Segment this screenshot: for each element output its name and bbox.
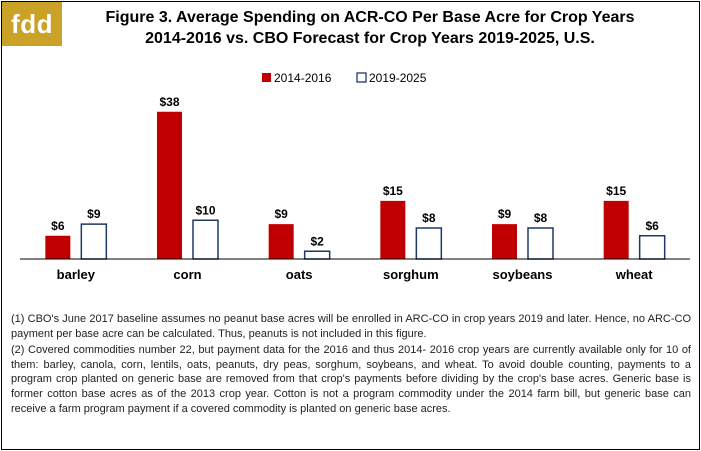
- bar-corn-2019-2025: [192, 219, 219, 260]
- data-label-sorghum-2014-2016: $15: [383, 184, 403, 198]
- legend-swatch-2014-2016: [262, 73, 271, 82]
- data-label-oats-2019-2025: $2: [310, 234, 324, 248]
- data-label-wheat-2014-2016: $15: [606, 184, 626, 198]
- bar-barley-2019-2025: [80, 223, 108, 260]
- bar-chart: 2014-2016 2019-2025 $6 $9 $38 $10 $9 $2 $15 $8 $9…: [20, 71, 690, 282]
- chart-title: Figure 3. Average Spending on ACR-CO Per…: [80, 7, 660, 49]
- bar-barley-2014-2016: [45, 235, 71, 259]
- bar-sorghum-2019-2025: [415, 227, 443, 260]
- data-label-barley-2014-2016: $6: [51, 219, 65, 233]
- data-label-wheat-2019-2025: $6: [645, 219, 659, 233]
- bar-wheat-2019-2025: [638, 235, 666, 260]
- chart-category-labels: barley corn oats sorghum soybeans wheat: [57, 267, 654, 282]
- chart-bars: [45, 111, 666, 260]
- fdd-logo: fdd: [2, 2, 62, 46]
- category-label-sorghum: sorghum: [383, 267, 439, 282]
- data-label-soybeans-2014-2016: $9: [498, 207, 512, 221]
- bar-oats-2014-2016: [268, 224, 294, 259]
- category-label-corn: corn: [173, 267, 201, 282]
- bar-wheat-2014-2016: [603, 200, 629, 259]
- bar-oats-2019-2025: [303, 250, 331, 260]
- footnote-1: (1) CBO's June 2017 baseline assumes no …: [11, 313, 691, 340]
- data-label-barley-2019-2025: $9: [87, 207, 101, 221]
- legend-swatch-2019-2025: [356, 72, 367, 83]
- data-label-sorghum-2019-2025: $8: [422, 211, 436, 225]
- category-label-oats: oats: [286, 267, 313, 282]
- legend-label-2019-2025: 2019-2025: [369, 71, 427, 85]
- chart-value-labels: $6 $9 $38 $10 $9 $2 $15 $8 $9 $8 $15 $6: [51, 95, 659, 249]
- bar-corn-2014-2016: [157, 111, 182, 259]
- bar-soybeans-2014-2016: [492, 224, 517, 259]
- data-label-corn-2014-2016: $38: [159, 95, 179, 109]
- chart-title-line-1: Figure 3. Average Spending on ACR-CO Per…: [105, 9, 635, 26]
- chart-legend: 2014-2016 2019-2025: [262, 71, 427, 85]
- legend-label-2014-2016: 2014-2016: [274, 71, 332, 85]
- footnote-2: (2) Covered commodities number 22, but p…: [11, 344, 691, 415]
- data-label-oats-2014-2016: $9: [274, 207, 288, 221]
- category-label-barley: barley: [57, 267, 96, 282]
- bar-soybeans-2019-2025: [527, 227, 554, 260]
- category-label-soybeans: soybeans: [493, 267, 553, 282]
- chart-title-line-2: 2014-2016 vs. CBO Forecast for Crop Year…: [145, 30, 595, 47]
- category-label-wheat: wheat: [615, 267, 654, 282]
- bar-sorghum-2014-2016: [380, 200, 406, 259]
- footnotes: (1) CBO's June 2017 baseline assumes no …: [11, 312, 691, 416]
- data-label-soybeans-2019-2025: $8: [534, 211, 548, 225]
- data-label-corn-2019-2025: $10: [195, 203, 215, 217]
